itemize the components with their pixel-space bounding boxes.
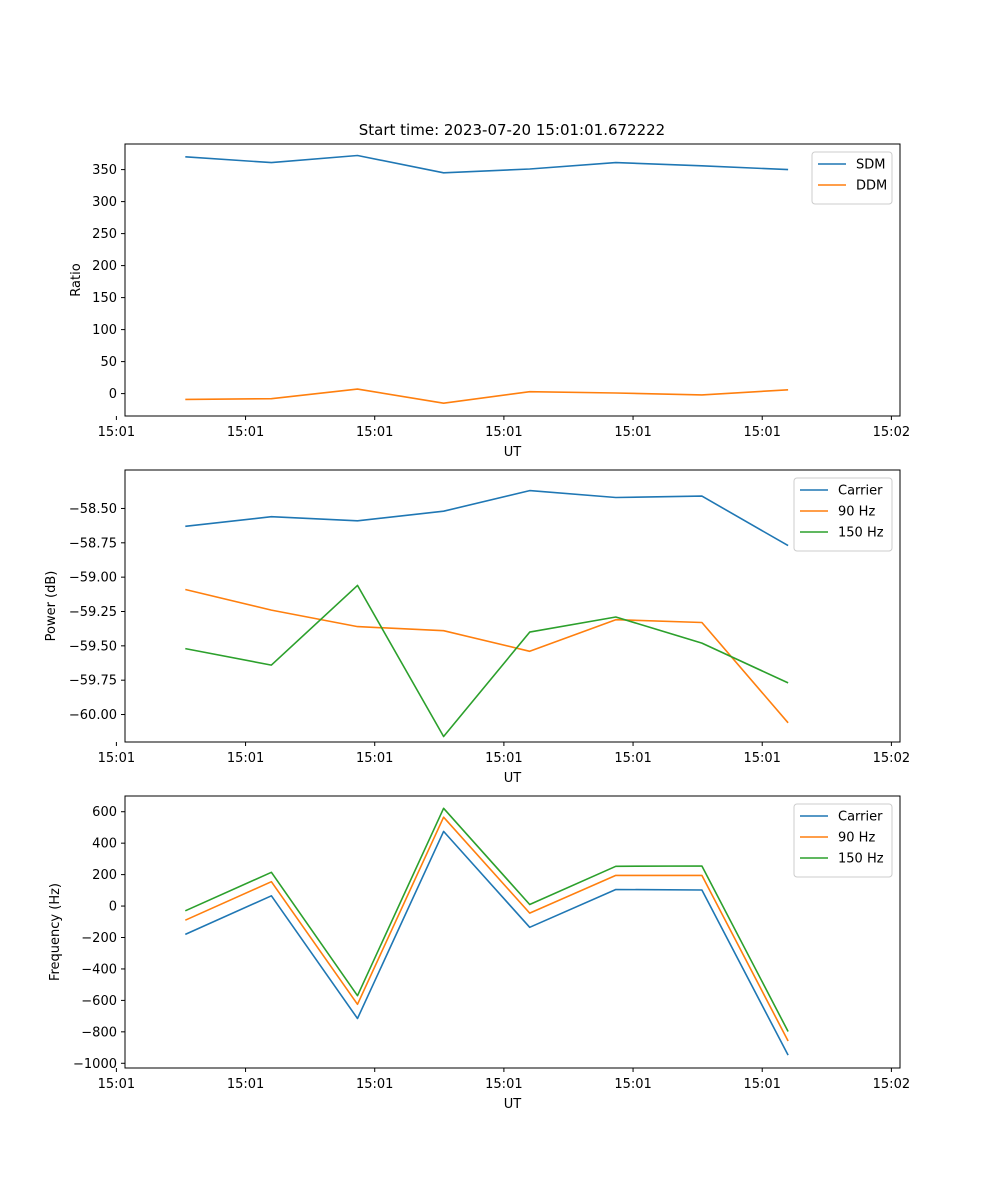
power-y-tick-label: −59.25 [69,605,117,620]
ratio-legend-box [811,151,893,205]
frequency-x-tick-label: 15:02 [873,1077,910,1092]
power-x-axis-label: UT [504,771,522,786]
ratio-x-axis-label: UT [504,445,522,460]
frequency-x-tick-label: 15:01 [98,1077,135,1092]
ratio-x-tick-label: 15:01 [227,425,264,440]
ratio-legend-label-ddm: DDM [856,179,887,194]
ratio-y-tick-label: 200 [92,259,117,274]
frequency-series-line-carrier [184,830,789,1056]
frequency-y-tick-label: 600 [92,805,117,820]
power-x-tick-label: 15:02 [873,751,910,766]
frequency-legend: Carrier 90 Hz 150 Hz [793,803,893,878]
power-series-line-90-hz [185,588,789,724]
frequency-y-tick-label: −800 [81,1025,117,1040]
frequency-series-line-150-hz [184,807,789,1032]
frequency-legend-label-150-hz: 150 Hz [838,852,884,867]
ratio-y-tick-label: 100 [92,323,117,338]
ratio-y-tick-label: 300 [92,195,117,210]
power-x-tick-label: 15:01 [614,751,651,766]
frequency-y-tick-label: 200 [92,868,117,883]
ratio-legend-label-sdm: SDM [856,158,885,173]
power-axes-frame [124,469,901,743]
power-y-tick-label: −60.00 [69,708,117,723]
power-y-axis-label: Power (dB) [44,571,59,642]
power-series-line-150-hz [185,584,789,738]
ratio-x-tick-label: 15:01 [356,425,393,440]
ratio-series-line-sdm [185,154,789,174]
ratio-y-axis-label: Ratio [69,263,84,296]
ratio-x-tick-label: 15:02 [873,425,910,440]
frequency-y-tick-label: −200 [81,931,117,946]
ratio-x-tick-label: 15:01 [614,425,651,440]
ratio-legend: SDM DDM [811,151,893,205]
ratio-y-tick-label: 350 [92,163,117,178]
chart-title: Start time: 2023-07-20 15:01:01.672222 [359,121,665,139]
frequency-y-axis-label: Frequency (Hz) [48,883,63,981]
power-legend-label-carrier: Carrier [838,484,883,499]
frequency-y-tick-label: −600 [81,994,117,1009]
ratio-y-tick-label: 250 [92,227,117,242]
frequency-x-tick-label: 15:01 [614,1077,651,1092]
frequency-y-tick-label: 0 [109,900,117,915]
power-y-tick-label: −59.75 [69,674,117,689]
power-y-tick-label: −58.75 [69,536,117,551]
ratio-y-tick-label: 50 [100,355,117,370]
frequency-axes-frame [124,795,901,1069]
frequency-x-tick-label: 15:01 [227,1077,264,1092]
ratio-y-tick-label: 150 [92,291,117,306]
power-legend-label-90-hz: 90 Hz [838,505,875,520]
power-legend: Carrier 90 Hz 150 Hz [793,477,893,552]
frequency-y-tick-label: 400 [92,837,117,852]
ratio-x-tick-label: 15:01 [98,425,135,440]
power-x-tick-label: 15:01 [98,751,135,766]
ratio-axes-frame [124,143,901,417]
frequency-x-axis-label: UT [504,1097,522,1112]
power-y-tick-label: −59.50 [69,639,117,654]
frequency-panel: 15:01 15:01 15:01 15:01 15:01 15:01 15:02 600 40… [48,795,910,1112]
power-series-line-carrier [185,489,789,547]
power-x-tick-label: 15:01 [485,751,522,766]
frequency-x-tick-label: 15:01 [485,1077,522,1092]
frequency-x-tick-label: 15:01 [743,1077,780,1092]
ratio-y-tick-label: 0 [109,387,117,402]
frequency-x-tick-label: 15:01 [356,1077,393,1092]
frequency-y-tick-label: −400 [81,962,117,977]
power-legend-label-150-hz: 150 Hz [838,526,884,541]
power-y-tick-label: −58.50 [69,502,117,517]
power-x-tick-label: 15:01 [356,751,393,766]
ratio-x-tick-label: 15:01 [743,425,780,440]
power-x-tick-label: 15:01 [743,751,780,766]
ratio-panel: 15:01 15:01 15:01 15:01 15:01 15:01 15:02 0 50 10… [69,143,910,460]
power-y-tick-label: −59.00 [69,571,117,586]
frequency-series-line-90-hz [184,816,789,1042]
frequency-y-tick-label: −1000 [73,1057,117,1072]
power-panel: 15:01 15:01 15:01 15:01 15:01 15:01 15:02 −58.5… [44,469,910,786]
ratio-x-tick-label: 15:01 [485,425,522,440]
frequency-legend-label-carrier: Carrier [838,810,883,825]
ratio-series-line-ddm [185,388,789,405]
power-x-tick-label: 15:01 [227,751,264,766]
frequency-legend-label-90-hz: 90 Hz [838,831,875,846]
